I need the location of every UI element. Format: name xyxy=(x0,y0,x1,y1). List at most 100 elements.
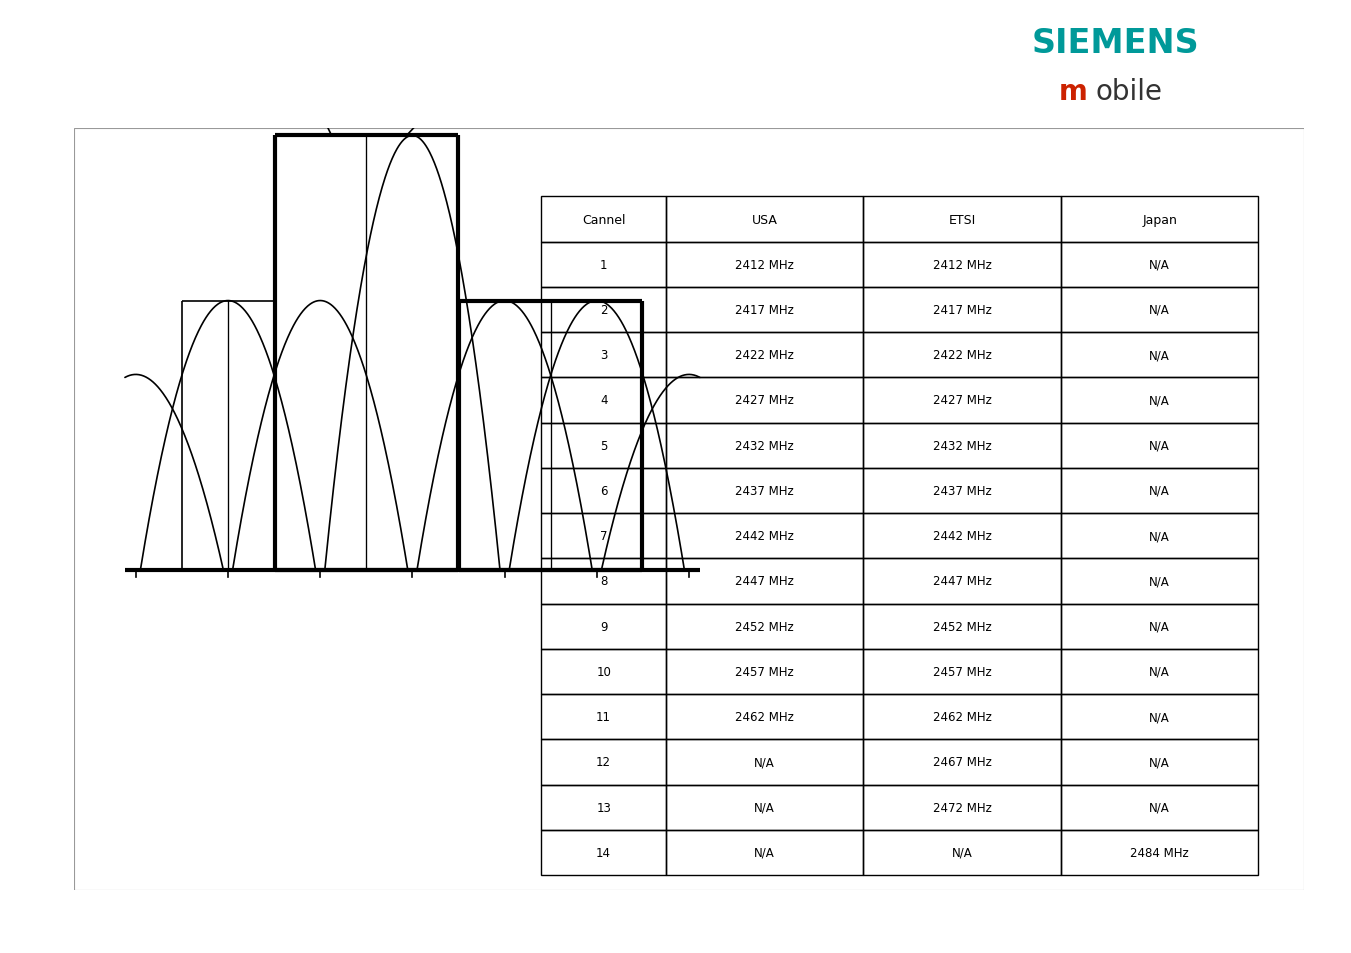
Bar xyxy=(863,695,1061,740)
Text: 3: 3 xyxy=(600,349,608,362)
Text: 2422 MHz: 2422 MHz xyxy=(932,349,992,362)
Bar xyxy=(863,604,1061,649)
Bar xyxy=(863,333,1061,378)
Bar xyxy=(542,423,666,468)
Text: N/A: N/A xyxy=(1150,756,1170,768)
Text: N/A: N/A xyxy=(1150,439,1170,453)
Text: 14: 14 xyxy=(596,846,611,859)
Text: 2442 MHz: 2442 MHz xyxy=(932,530,992,542)
Text: 1: 1 xyxy=(600,258,608,272)
Bar xyxy=(863,468,1061,514)
Bar xyxy=(666,784,863,830)
Text: 2447 MHz: 2447 MHz xyxy=(932,575,992,588)
Bar xyxy=(863,830,1061,875)
Text: 11: 11 xyxy=(596,710,611,723)
Bar xyxy=(542,604,666,649)
Bar xyxy=(542,514,666,558)
Text: 2422 MHz: 2422 MHz xyxy=(735,349,794,362)
Bar xyxy=(1061,197,1258,242)
Bar xyxy=(1061,288,1258,333)
Text: 2452 MHz: 2452 MHz xyxy=(735,620,794,633)
Text: N/A: N/A xyxy=(1150,575,1170,588)
Text: 2432 MHz: 2432 MHz xyxy=(932,439,992,453)
Text: 2457 MHz: 2457 MHz xyxy=(932,665,992,679)
Bar xyxy=(1061,468,1258,514)
Bar xyxy=(1061,558,1258,604)
Bar xyxy=(1061,830,1258,875)
Text: 13: 13 xyxy=(596,801,611,814)
Text: N/A: N/A xyxy=(1150,258,1170,272)
Text: 5: 5 xyxy=(600,439,608,453)
Text: 8: 8 xyxy=(600,575,608,588)
Bar xyxy=(666,514,863,558)
Text: 9: 9 xyxy=(600,620,608,633)
Text: N/A: N/A xyxy=(1150,710,1170,723)
Text: 12: 12 xyxy=(596,756,611,768)
Text: 2484 MHz: 2484 MHz xyxy=(1131,846,1189,859)
Text: N/A: N/A xyxy=(754,801,775,814)
Bar xyxy=(863,242,1061,288)
Text: obile: obile xyxy=(1096,78,1163,106)
Bar xyxy=(542,378,666,423)
Text: N/A: N/A xyxy=(754,756,775,768)
Text: N/A: N/A xyxy=(1150,665,1170,679)
Bar xyxy=(863,784,1061,830)
Text: 2437 MHz: 2437 MHz xyxy=(932,484,992,497)
Text: 2417 MHz: 2417 MHz xyxy=(735,304,794,316)
Text: 6: 6 xyxy=(600,484,608,497)
Text: 10: 10 xyxy=(596,665,611,679)
Bar xyxy=(863,649,1061,695)
Bar xyxy=(666,468,863,514)
Text: N/A: N/A xyxy=(1150,620,1170,633)
Text: 2452 MHz: 2452 MHz xyxy=(932,620,992,633)
Bar xyxy=(666,604,863,649)
Bar xyxy=(1061,378,1258,423)
Text: 2447 MHz: 2447 MHz xyxy=(735,575,794,588)
Text: N/A: N/A xyxy=(1150,530,1170,542)
Bar xyxy=(863,378,1061,423)
Text: 2427 MHz: 2427 MHz xyxy=(735,394,794,407)
Text: 2467 MHz: 2467 MHz xyxy=(932,756,992,768)
Bar xyxy=(854,0,1351,124)
Bar xyxy=(542,830,666,875)
Bar xyxy=(1061,695,1258,740)
Bar xyxy=(666,558,863,604)
Text: ETSI: ETSI xyxy=(948,213,975,226)
Bar xyxy=(542,197,666,242)
Text: N/A: N/A xyxy=(1150,394,1170,407)
Bar xyxy=(1061,423,1258,468)
Text: N/A: N/A xyxy=(951,846,973,859)
Text: 2427 MHz: 2427 MHz xyxy=(932,394,992,407)
Text: SIEMENS: SIEMENS xyxy=(1032,27,1200,60)
Bar xyxy=(1061,740,1258,784)
Text: 2472 MHz: 2472 MHz xyxy=(932,801,992,814)
Text: N/A: N/A xyxy=(1150,801,1170,814)
Bar xyxy=(542,784,666,830)
Text: N/A: N/A xyxy=(1150,349,1170,362)
Bar xyxy=(1061,784,1258,830)
Text: N/A: N/A xyxy=(1150,484,1170,497)
Bar xyxy=(542,695,666,740)
Text: N/A: N/A xyxy=(754,846,775,859)
Bar xyxy=(1061,514,1258,558)
Bar xyxy=(863,514,1061,558)
Text: 2457 MHz: 2457 MHz xyxy=(735,665,794,679)
Bar xyxy=(542,468,666,514)
Bar xyxy=(1061,333,1258,378)
Bar xyxy=(863,740,1061,784)
Text: 2442 MHz: 2442 MHz xyxy=(735,530,794,542)
Bar xyxy=(1061,604,1258,649)
Bar xyxy=(666,288,863,333)
Text: 4: 4 xyxy=(600,394,608,407)
Bar xyxy=(863,558,1061,604)
Bar xyxy=(1061,242,1258,288)
Text: m: m xyxy=(1058,78,1088,106)
Bar xyxy=(542,288,666,333)
Bar xyxy=(666,197,863,242)
Bar xyxy=(666,378,863,423)
Text: Japan: Japan xyxy=(1142,213,1177,226)
Text: 2412 MHz: 2412 MHz xyxy=(932,258,992,272)
Bar xyxy=(666,740,863,784)
Bar xyxy=(542,740,666,784)
Bar xyxy=(666,649,863,695)
